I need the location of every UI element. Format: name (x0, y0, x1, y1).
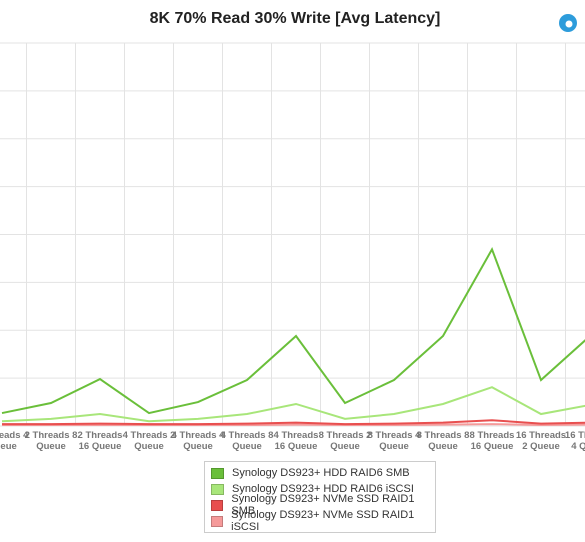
series-line (2, 423, 585, 427)
legend-swatch (211, 499, 224, 511)
legend-swatch (211, 515, 224, 527)
x-tick-label: 8 Threads 16 Queue (469, 430, 515, 452)
x-tick-label: 16 Threads 2 Queue (515, 430, 567, 452)
x-tick-label: 2 Threads 8 Queue (24, 430, 78, 452)
legend-label: Synology DS923+ NVMe SSD RAID1 iSCSI (231, 509, 415, 533)
x-tick-label: 2 Threads 16 Queue (77, 430, 123, 452)
logo (559, 14, 577, 32)
x-tick-label: 8 Threads 8 Queue (416, 430, 470, 452)
x-tick-label: 8 Threads 4 Queue (367, 430, 421, 452)
legend-swatch (211, 467, 224, 479)
x-tick-label: 8 Threads 2 Queue (318, 430, 372, 452)
x-tick-label: 4 Threads 4 Queue (171, 430, 225, 452)
legend-label: Synology DS923+ HDD RAID6 SMB (232, 467, 410, 479)
legend-label: Synology DS923+ NVMe SSD RAID1 SMB (231, 493, 415, 517)
legend-item: Synology DS923+ HDD RAID6 SMB (211, 465, 429, 481)
legend-swatch (211, 483, 224, 495)
x-tick-label: 4 Threads 16 Queue (273, 430, 319, 452)
legend: Synology DS923+ HDD RAID6 SMB Synology DS… (204, 461, 436, 533)
series-line (1, 246, 585, 415)
legend-item: Synology DS923+ NVMe SSD RAID1 iSCSI (211, 509, 429, 533)
x-tick-label: 2 Threads 4 Queue (0, 430, 29, 452)
legend-label: Synology DS923+ HDD RAID6 iSCSI (232, 483, 414, 495)
x-tick-label: 4 Threads 8 Queue (220, 430, 274, 452)
x-tick-label: 16 Threads 4 Queue (564, 430, 585, 452)
series-line (2, 419, 585, 426)
legend-item: Synology DS923+ HDD RAID6 iSCSI (211, 481, 429, 497)
series-line (1, 386, 585, 423)
legend-item: Synology DS923+ NVMe SSD RAID1 SMB (211, 493, 429, 517)
x-tick-label: 4 Threads 2 Queue (122, 430, 176, 452)
chart-title: 8K 70% Read 30% Write [Avg Latency] (150, 10, 441, 27)
